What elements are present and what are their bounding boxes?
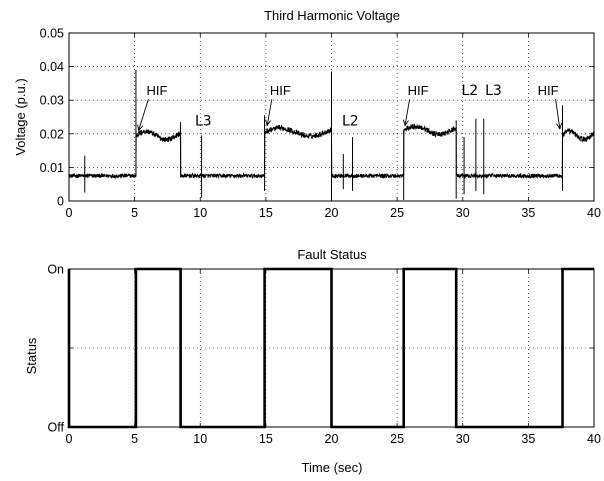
bottom-chart-xlabel: Time (sec) (302, 460, 363, 475)
bottom-chart-x-ticks: 0 5 10 15 20 25 30 35 40 (66, 269, 601, 446)
bottom-x-tick-label: 0 (66, 432, 73, 446)
bottom-chart-series (67, 267, 594, 429)
bottom-x-tick-label: 40 (587, 432, 601, 446)
bottom-chart: Fault Status Status Time (sec) Off On 0 5 1… (24, 247, 601, 475)
top-x-tick-label: 5 (131, 206, 138, 220)
bottom-chart-title: Fault Status (297, 247, 367, 262)
bottom-x-tick-label: 20 (325, 432, 339, 446)
annotation-label: HIF (408, 83, 429, 98)
top-chart-x-ticks: 0 5 10 15 20 25 30 35 40 (66, 33, 601, 220)
bottom-x-tick-label: 35 (521, 432, 535, 446)
bottom-x-tick-label: 15 (259, 432, 273, 446)
bottom-y-tick-label: On (47, 263, 64, 277)
top-chart-annotations: HIF L3 HIF L2 HIF L2 L3 HIF (137, 83, 563, 132)
annotation-label: HIF (270, 83, 291, 98)
annotation-label: L2 (342, 113, 359, 129)
top-x-tick-label: 0 (66, 206, 73, 220)
annotation-arrow (138, 99, 149, 131)
top-chart-frame (68, 32, 595, 202)
top-x-tick-label: 25 (390, 206, 404, 220)
fault-status-line (67, 267, 594, 429)
top-chart-grid (69, 33, 594, 201)
top-chart-title: Third Harmonic Voltage (264, 8, 400, 23)
top-chart-series (68, 69, 595, 200)
annotation-label: HIF (538, 83, 559, 98)
top-x-tick-label: 20 (325, 206, 339, 220)
annotation-label: L2 (461, 83, 478, 99)
top-x-tick-label: 10 (193, 206, 207, 220)
top-chart: Third Harmonic Voltage Voltage (p.u.) 00… (13, 8, 601, 220)
annotation-label: HIF (146, 83, 167, 98)
bottom-chart-ylabel: Status (24, 337, 39, 374)
annotation-arrowhead (137, 124, 144, 132)
top-y-tick-label: 0 (57, 195, 64, 209)
bottom-x-tick-label: 25 (390, 432, 404, 446)
annotation-arrowhead (265, 119, 272, 127)
bottom-x-tick-label: 30 (456, 432, 470, 446)
annotation-arrowhead (402, 119, 409, 127)
top-x-tick-label: 30 (456, 206, 470, 220)
annotation-arrow (266, 99, 273, 126)
top-chart-ylabel: Voltage (p.u.) (13, 78, 28, 155)
top-y-tick-label: 0.02 (40, 127, 64, 141)
annotation-label: L3 (195, 113, 212, 129)
bottom-chart-y-ticks: Off On (47, 263, 594, 435)
top-y-tick-label: 0.05 (40, 27, 64, 41)
top-x-tick-label: 40 (587, 206, 601, 220)
annotation-arrow (555, 99, 561, 129)
bottom-x-tick-label: 10 (193, 432, 207, 446)
annotation-arrow (404, 99, 411, 126)
top-y-tick-label: 0.04 (40, 60, 64, 74)
bottom-x-tick-label: 5 (131, 432, 138, 446)
top-y-tick-label: 0.01 (40, 161, 64, 175)
top-x-tick-label: 15 (259, 206, 273, 220)
top-chart-y-ticks: 0 0.01 0.02 0.03 0.04 0.05 (40, 27, 594, 209)
bottom-chart-frame (68, 268, 595, 428)
bottom-y-tick-label: Off (48, 421, 65, 435)
annotation-arrowhead (556, 122, 563, 130)
annotation-label: L3 (485, 83, 502, 99)
top-y-tick-label: 0.03 (40, 94, 64, 108)
top-x-tick-label: 35 (521, 206, 535, 220)
